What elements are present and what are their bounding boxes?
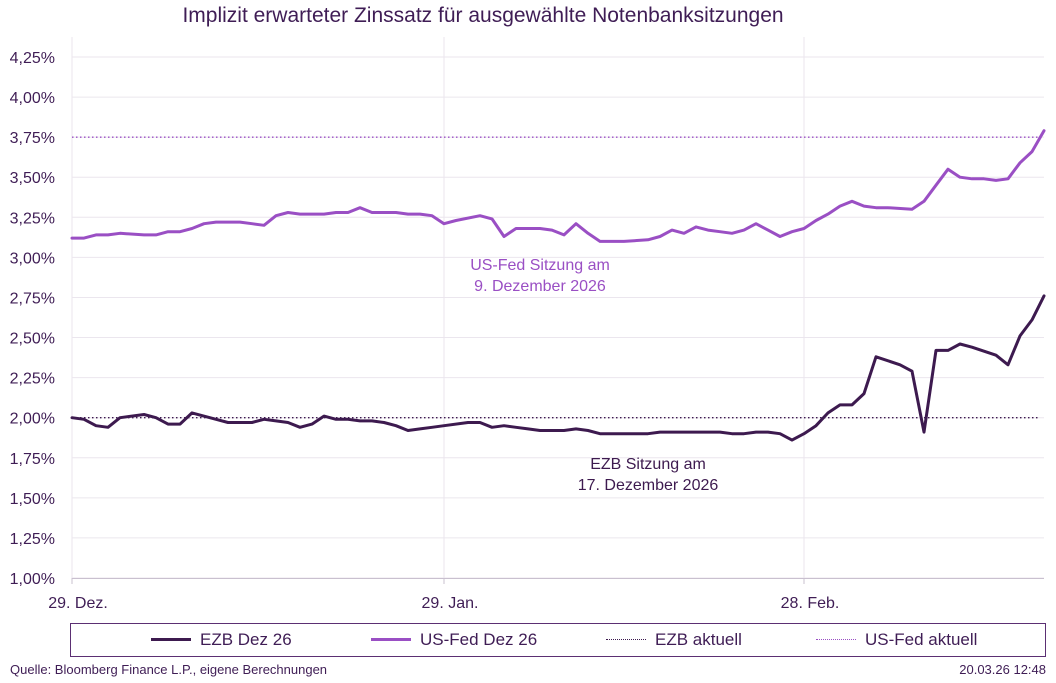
legend: EZB Dez 26 US-Fed Dez 26 EZB aktuell US-Fed… — [70, 623, 1046, 657]
annotation-text: 9. Dezember 2026 — [474, 278, 606, 295]
legend-label: EZB Dez 26 — [200, 629, 292, 649]
y-tick-label: 2,50% — [10, 331, 55, 348]
y-tick-label: 2,00% — [10, 411, 55, 428]
y-tick-label: 3,25% — [10, 210, 55, 227]
annotation-text: EZB Sitzung am — [590, 456, 706, 473]
legend-swatch — [151, 638, 191, 641]
legend-swatch — [606, 639, 646, 640]
y-tick-label: 3,00% — [10, 250, 55, 267]
legend-item: US-Fed Dez 26 — [371, 624, 537, 655]
y-tick-label: 3,50% — [10, 170, 55, 187]
y-tick-label: 4,00% — [10, 90, 55, 107]
legend-label: US-Fed aktuell — [865, 629, 978, 649]
legend-label: US-Fed Dez 26 — [420, 629, 538, 649]
line-chart: 1,00% 1,25% 1,50% 1,75% 2,00% 2,25% 2,50% 2,75%… — [10, 37, 1046, 612]
grid — [71, 37, 1044, 579]
legend-swatch — [371, 638, 411, 641]
y-tick-label: 1,00% — [10, 571, 55, 588]
axes: 1,00% 1,25% 1,50% 1,75% 2,00% 2,25% 2,50% 2,75%… — [10, 50, 1044, 612]
annotation-text: 17. Dezember 2026 — [578, 477, 719, 494]
legend-item: US-Fed aktuell — [816, 624, 977, 655]
legend-swatch — [816, 639, 856, 640]
y-tick-label: 1,25% — [10, 531, 55, 548]
y-tick-label: 2,25% — [10, 371, 55, 388]
series — [70, 129, 1046, 442]
x-tick-label: 28. Feb. — [781, 595, 840, 612]
x-tick-label: 29. Jan. — [422, 595, 479, 612]
series-line-1 — [70, 129, 1046, 243]
timestamp: 20.03.26 12:48 — [959, 662, 1046, 677]
y-tick-label: 4,25% — [10, 50, 55, 67]
annotation-text: US-Fed Sitzung am — [470, 257, 610, 274]
source-note: Quelle: Bloomberg Finance L.P., eigene B… — [10, 662, 328, 677]
legend-label: EZB aktuell — [655, 629, 742, 649]
annotations: US-Fed Sitzung am 9. Dezember 2026 EZB Sit… — [470, 257, 718, 494]
legend-item: EZB aktuell — [606, 624, 742, 655]
y-tick-label: 1,50% — [10, 491, 55, 508]
y-tick-label: 3,75% — [10, 130, 55, 147]
chart-title: Implizit erwarteter Zinssatz für ausgewä… — [182, 4, 784, 27]
y-tick-label: 2,75% — [10, 290, 55, 307]
series-line-0 — [70, 294, 1046, 442]
legend-item: EZB Dez 26 — [151, 624, 292, 655]
y-tick-label: 1,75% — [10, 451, 55, 468]
x-tick-label: 29. Dez. — [48, 595, 108, 612]
